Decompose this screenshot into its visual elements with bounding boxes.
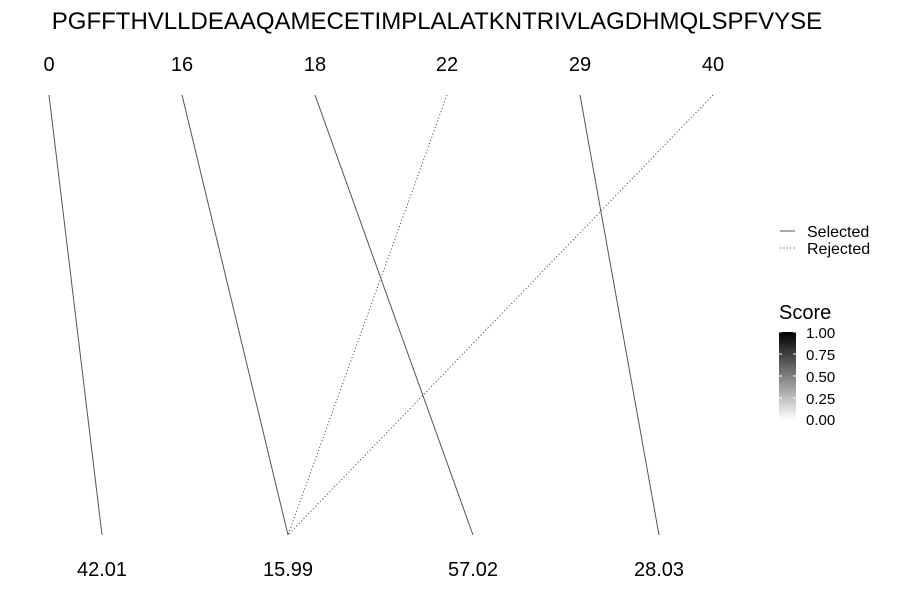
- score-legend: Score 1.00 0.75 0.50 0.25 0.00: [779, 302, 835, 429]
- selected-link-line: [314, 94, 474, 536]
- position-labels: 0 16 18 22 29 40: [43, 54, 724, 76]
- sequence-text: PGFFTHVLLDEAAQAMECETIMPLALATKNTRIVLAGDHM…: [52, 8, 822, 35]
- score-legend-title: Score: [779, 302, 831, 324]
- selected-link-line: [48, 94, 103, 536]
- position-label: 18: [304, 54, 326, 76]
- mass-label: 57.02: [448, 559, 498, 581]
- position-label: 16: [171, 54, 193, 76]
- mass-label: 15.99: [263, 559, 313, 581]
- score-tick-label: 1.00: [806, 325, 835, 342]
- link-lines: [48, 94, 714, 536]
- legend-rejected-label: Rejected: [807, 241, 870, 258]
- position-label: 22: [436, 54, 458, 76]
- position-label: 0: [43, 54, 54, 76]
- score-colorbar: [779, 332, 796, 420]
- position-label: 29: [569, 54, 591, 76]
- mass-labels: 42.01 15.99 57.02 28.03: [77, 559, 684, 581]
- score-tick-label: 0.50: [806, 369, 835, 386]
- selected-link-line: [181, 94, 289, 536]
- mass-label: 42.01: [77, 559, 127, 581]
- line-type-legend: Selected Rejected: [780, 224, 870, 258]
- rejected-link-line: [287, 94, 714, 536]
- score-tick-label: 0.00: [806, 412, 835, 429]
- legend-selected-label: Selected: [807, 224, 869, 241]
- mass-label: 28.03: [634, 559, 684, 581]
- rejected-link-line: [287, 94, 448, 536]
- position-label: 40: [702, 54, 724, 76]
- score-tick-label: 0.25: [806, 391, 835, 408]
- score-tick-label: 0.75: [806, 347, 835, 364]
- selected-link-line: [579, 94, 660, 536]
